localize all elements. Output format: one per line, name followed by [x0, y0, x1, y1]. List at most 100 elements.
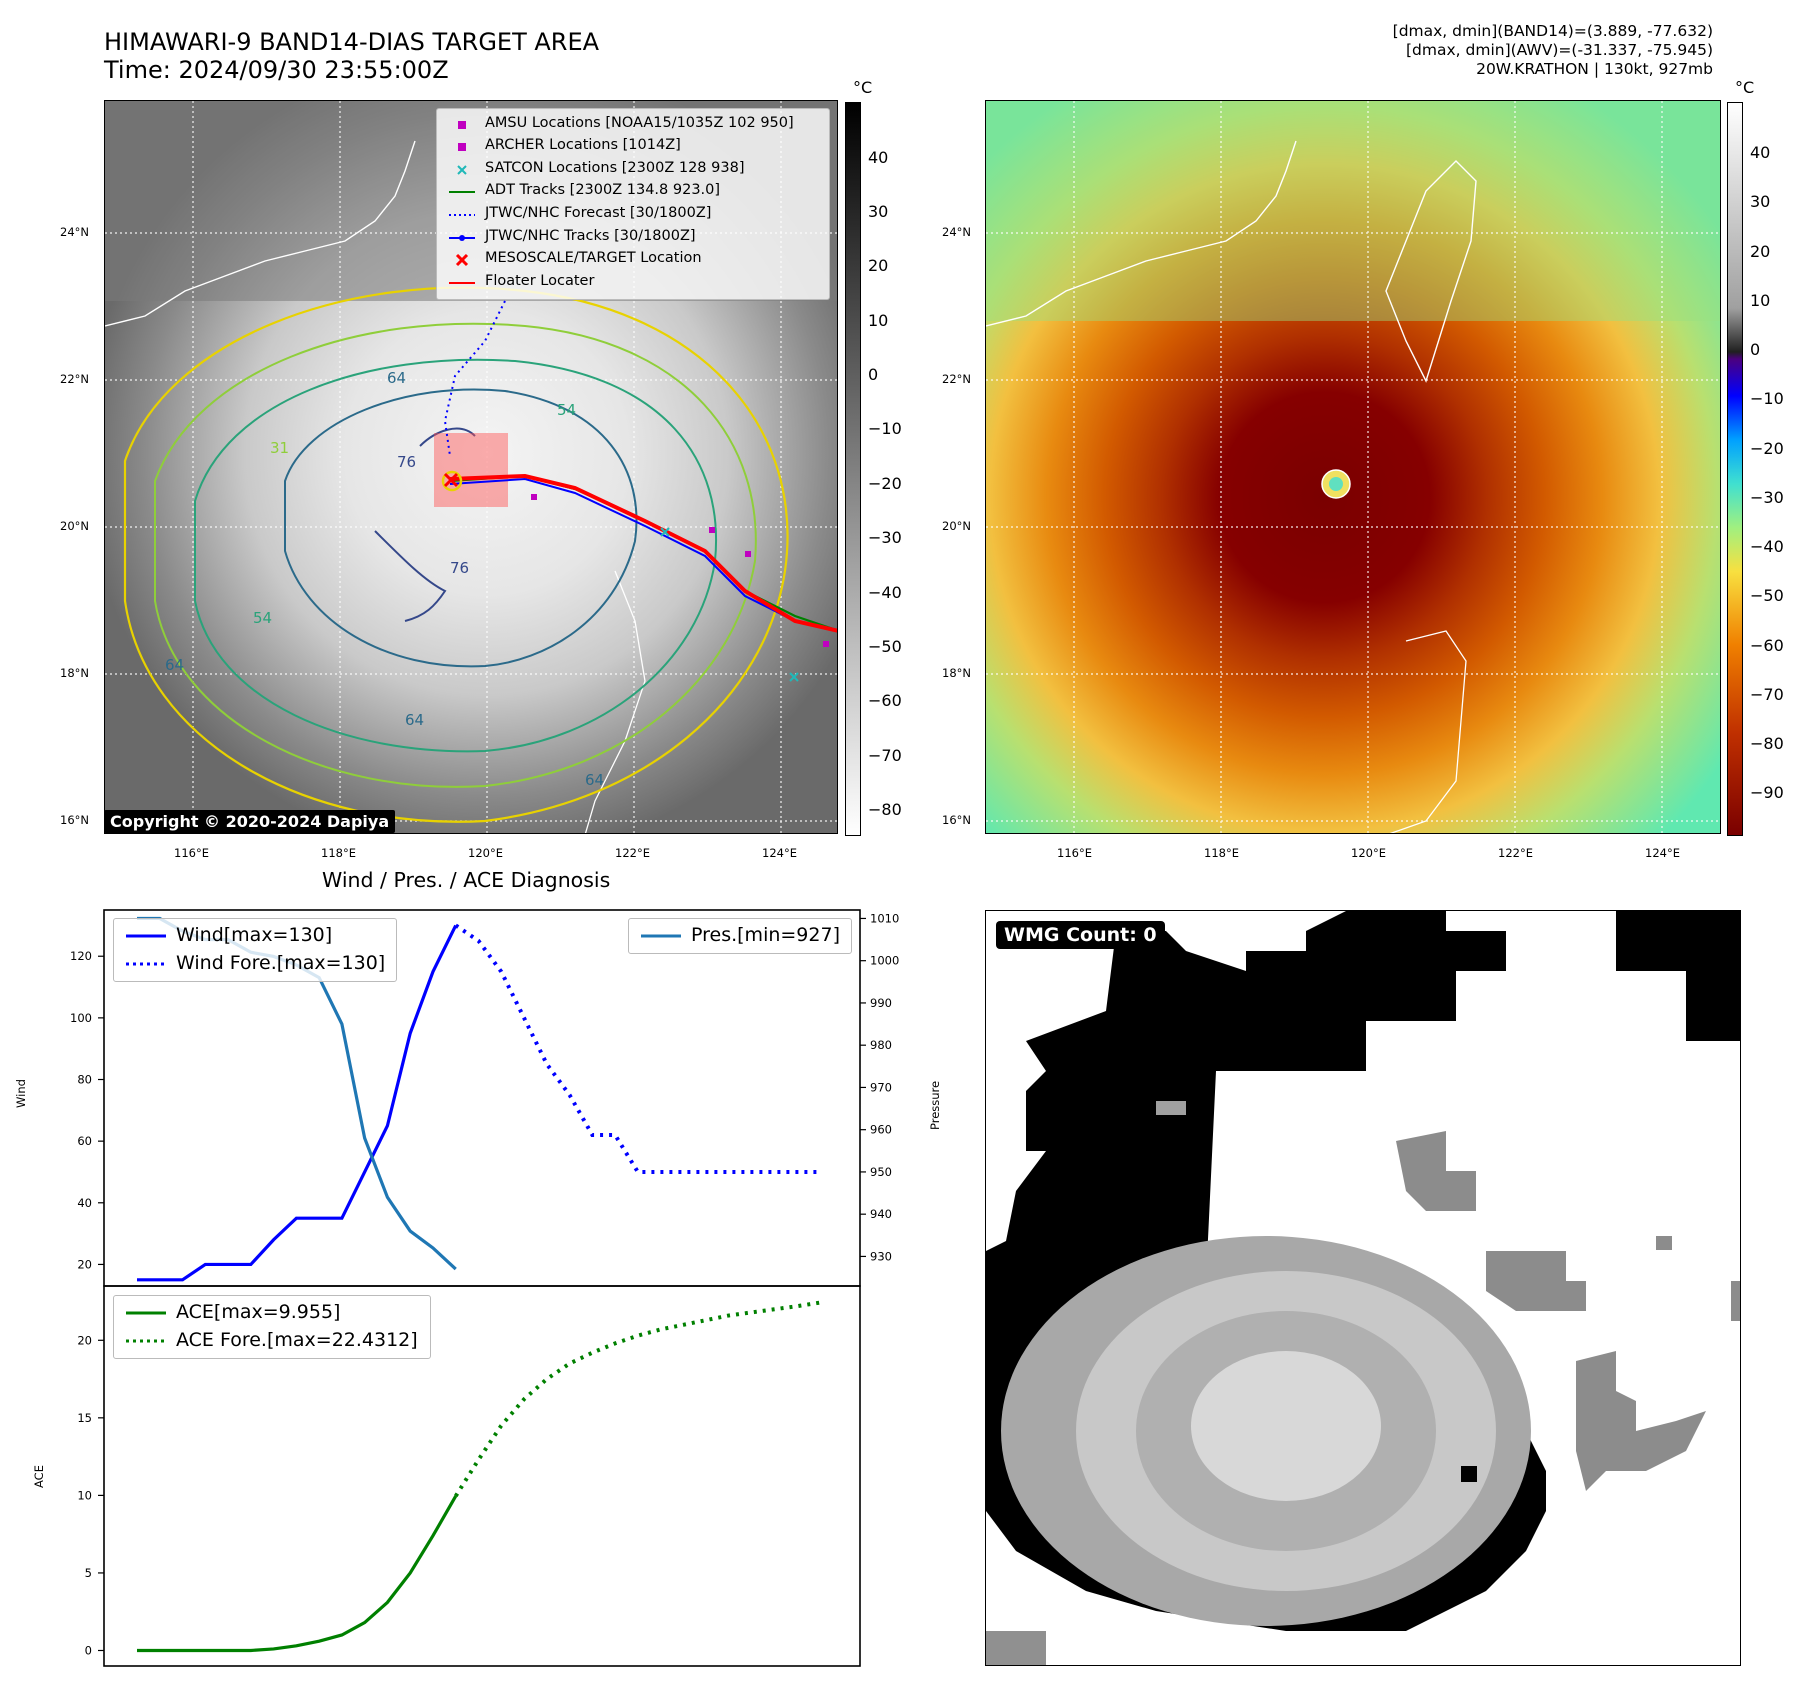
lon-label: 118°E	[321, 846, 356, 860]
legend-label: JTWC/NHC Tracks [30/1800Z]	[485, 228, 696, 244]
colorbar-tick: −60	[1750, 636, 1784, 655]
colorbar-tick: 30	[1750, 192, 1771, 211]
wind-series-line	[137, 924, 458, 1282]
wmg-count-badge: WMG Count: 0	[996, 921, 1165, 949]
pressure-axis-label: Pressure	[928, 1080, 942, 1130]
lat-label: 24°N	[60, 225, 89, 239]
contour-label: 76	[450, 559, 470, 577]
contour-label: 64	[165, 656, 185, 674]
contour-label: 64	[405, 711, 425, 729]
contour-label: 76	[397, 453, 417, 471]
lon-label: 124°E	[1645, 846, 1680, 860]
colorbar-tick: 40	[1750, 143, 1771, 162]
colorbar-tick: −90	[1750, 783, 1784, 802]
colorbar-tick: −50	[868, 637, 902, 656]
wmg-panel-svg	[986, 911, 1740, 1665]
wind-tick-label: 100	[70, 1011, 92, 1025]
colorbar-tick: 20	[868, 256, 889, 275]
colorbar-tick: −50	[1750, 586, 1784, 605]
contour-label: 64	[387, 369, 407, 387]
right-colorbar	[1727, 102, 1743, 836]
wind-tick-label: 40	[77, 1196, 92, 1210]
lat-label: 20°N	[60, 519, 89, 533]
ace-legend: ACE[max=9.955] ACE Fore.[max=22.4312]	[113, 1295, 431, 1359]
ace-tick-label: 10	[77, 1488, 92, 1502]
colorbar-tick: 10	[1750, 291, 1771, 310]
pressure-tick-label: 940	[870, 1207, 892, 1221]
wind-legend: Wind[max=130] Wind Fore.[max=130]	[113, 918, 397, 982]
pressure-axis-ticks: 930 940 950 960 970 980 990 1000 1010	[860, 911, 899, 1263]
pressure-tick-label: 960	[870, 1123, 892, 1137]
ace-series-line	[137, 1495, 458, 1653]
wind-tick-label: 20	[77, 1257, 92, 1271]
lon-label: 120°E	[1351, 846, 1386, 860]
lon-label: 116°E	[174, 846, 209, 860]
legend-label: Pres.[min=927]	[691, 924, 840, 946]
contour-label: 54	[557, 401, 577, 419]
wind-axis-ticks: 20 40 60 80 100 120	[70, 949, 104, 1271]
colorbar-tick: −60	[868, 691, 902, 710]
contour-label: 64	[585, 771, 605, 789]
title-line2: Time: 2024/09/30 23:55:00Z	[104, 56, 449, 84]
ace-series	[137, 1300, 821, 1653]
legend-label: ARCHER Locations [1014Z]	[485, 137, 681, 153]
contour-label: 54	[253, 609, 273, 627]
lon-label: 124°E	[762, 846, 797, 860]
wind-tick-label: 120	[70, 949, 92, 963]
legend-label: Wind[max=130]	[176, 924, 333, 946]
colorbar-tick: −30	[868, 528, 902, 547]
colorbar-tick: −30	[1750, 488, 1784, 507]
lat-label: 18°N	[60, 666, 89, 680]
awv-map	[985, 100, 1721, 834]
legend-label: Floater Locater	[485, 273, 595, 289]
legend-label: AMSU Locations [NOAA15/1035Z 102 950]	[485, 115, 794, 131]
lat-label: 24°N	[942, 225, 971, 239]
lat-label: 22°N	[942, 372, 971, 386]
colorbar-tick: −70	[868, 746, 902, 765]
colorbar-tick: 30	[868, 202, 889, 221]
ace-tick-label: 5	[85, 1566, 92, 1580]
right-colorbar-unit: °C	[1735, 78, 1755, 97]
colorbar-tick: 0	[868, 365, 879, 384]
wind-tick-label: 80	[77, 1073, 92, 1087]
ace-tick-label: 15	[77, 1411, 92, 1425]
wmg-panel	[985, 910, 1741, 1666]
figure-title: HIMAWARI-9 BAND14-DIAS TARGET AREA Time:…	[104, 28, 599, 84]
contour-label: 31	[270, 439, 290, 457]
colorbar-tick: 0	[1750, 340, 1761, 359]
legend-label: ACE[max=9.955]	[176, 1301, 341, 1323]
wind-forecast-series-line	[454, 923, 820, 1174]
lon-label: 122°E	[1498, 846, 1533, 860]
lat-label: 16°N	[942, 813, 971, 827]
lon-label: 118°E	[1204, 846, 1239, 860]
colorbar-tick: 20	[1750, 242, 1771, 261]
colorbar-tick: −70	[1750, 685, 1784, 704]
colorbar-tick: −10	[1750, 389, 1784, 408]
lat-label: 16°N	[60, 813, 89, 827]
storm-info: [dmax, dmin](BAND14)=(3.889, -77.632) [d…	[1393, 22, 1713, 79]
pressure-tick-label: 990	[870, 996, 892, 1010]
wind-axis-label: Wind	[14, 1079, 28, 1108]
legend-label: ACE Fore.[max=22.4312]	[176, 1329, 418, 1351]
wind-tick-label: 60	[77, 1134, 92, 1148]
title-line1: HIMAWARI-9 BAND14-DIAS TARGET AREA	[104, 28, 600, 56]
pressure-tick-label: 1000	[870, 954, 899, 968]
ace-tick-label: 20	[77, 1333, 92, 1347]
colorbar-tick: −10	[868, 419, 902, 438]
colorbar-tick: −80	[868, 800, 902, 819]
left-colorbar-unit: °C	[853, 78, 873, 97]
colorbar-tick: −20	[868, 474, 902, 493]
ace-tick-label: 0	[85, 1643, 92, 1657]
map-legend: AMSU Locations [NOAA15/1035Z 102 950] AR…	[436, 108, 830, 300]
lat-label: 18°N	[942, 666, 971, 680]
diagnosis-title: Wind / Pres. / ACE Diagnosis	[322, 868, 611, 892]
info-line3: 20W.KRATHON | 130kt, 927mb	[1476, 60, 1713, 78]
ace-frame	[103, 1285, 861, 1667]
colorbar-tick: −40	[868, 583, 902, 602]
legend-label: SATCON Locations [2300Z 128 938]	[485, 160, 745, 176]
legend-label: Wind Fore.[max=130]	[176, 952, 386, 974]
info-line1: [dmax, dmin](BAND14)=(3.889, -77.632)	[1392, 22, 1713, 40]
pressure-tick-label: 970	[870, 1080, 892, 1094]
info-line2: [dmax, dmin](AWV)=(-31.337, -75.945)	[1406, 41, 1713, 59]
